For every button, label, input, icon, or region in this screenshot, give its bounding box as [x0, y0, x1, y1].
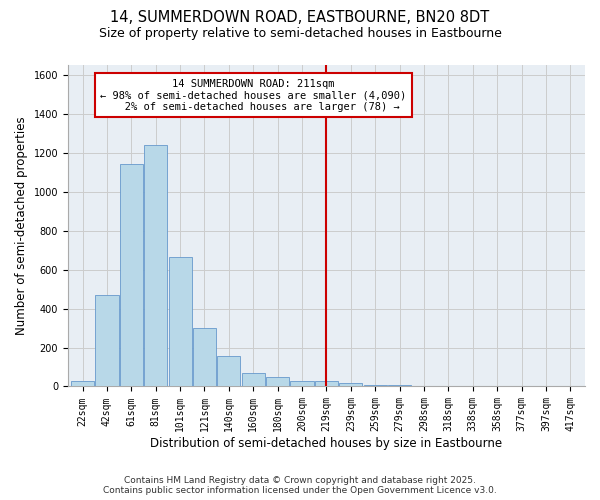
Bar: [290, 380, 314, 386]
X-axis label: Distribution of semi-detached houses by size in Eastbourne: Distribution of semi-detached houses by …: [151, 437, 503, 450]
Y-axis label: Number of semi-detached properties: Number of semi-detached properties: [15, 116, 28, 335]
Bar: [217, 356, 241, 386]
Text: Contains HM Land Registry data © Crown copyright and database right 2025.
Contai: Contains HM Land Registry data © Crown c…: [103, 476, 497, 495]
Bar: [193, 328, 216, 386]
Bar: [364, 385, 387, 386]
Text: 14, SUMMERDOWN ROAD, EASTBOURNE, BN20 8DT: 14, SUMMERDOWN ROAD, EASTBOURNE, BN20 8D…: [110, 10, 490, 25]
Bar: [95, 295, 119, 386]
Bar: [120, 164, 143, 386]
Bar: [169, 257, 191, 386]
Bar: [242, 373, 265, 386]
Text: 14 SUMMERDOWN ROAD: 211sqm
← 98% of semi-detached houses are smaller (4,090)
   : 14 SUMMERDOWN ROAD: 211sqm ← 98% of semi…: [100, 78, 406, 112]
Text: Size of property relative to semi-detached houses in Eastbourne: Size of property relative to semi-detach…: [98, 28, 502, 40]
Bar: [339, 383, 362, 386]
Bar: [266, 377, 289, 386]
Bar: [144, 145, 167, 386]
Bar: [315, 381, 338, 386]
Bar: [71, 380, 94, 386]
